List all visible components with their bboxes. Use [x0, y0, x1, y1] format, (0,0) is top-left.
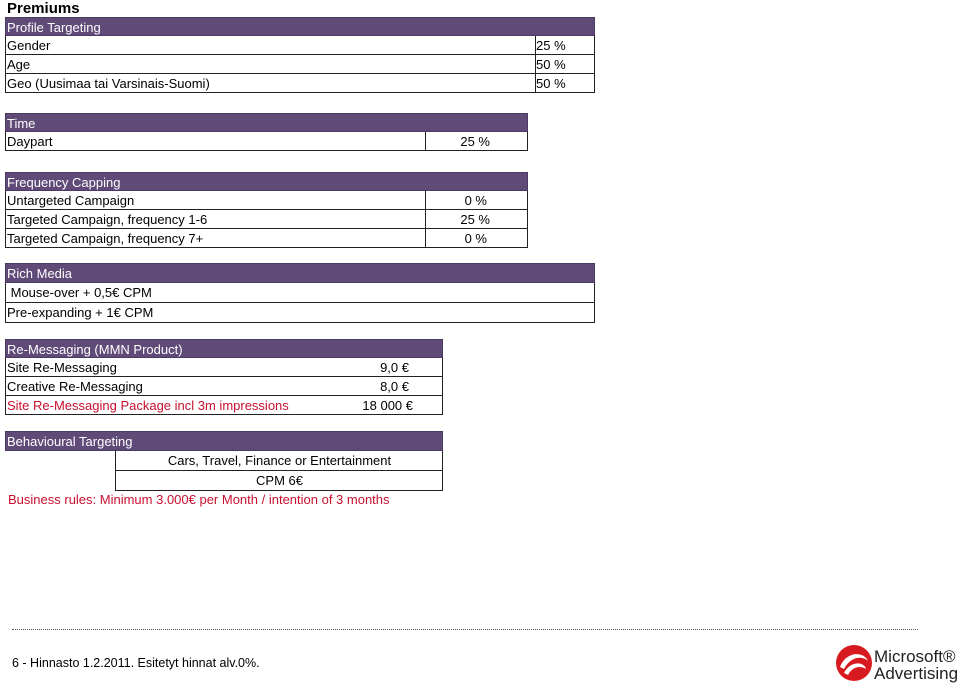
row-value: 8,0 €	[380, 379, 409, 394]
row-value: 9,0 €	[380, 360, 409, 375]
row-value: 18 000 €	[362, 398, 413, 413]
table-row: CPM 6€	[115, 471, 443, 491]
row-label: Creative Re-Messaging	[7, 379, 143, 394]
table-row: Site Re-Messaging Package incl 3m impres…	[5, 396, 443, 415]
row-label: Cars, Travel, Finance or Entertainment	[167, 453, 392, 468]
table-row: Daypart 25 %	[5, 132, 528, 151]
time-header: Time	[5, 113, 528, 132]
table-row: Untargeted Campaign 0 %	[5, 191, 528, 210]
rich-media-table: Rich Media Mouse-over + 0,5€ CPM Pre-exp…	[5, 263, 595, 323]
rich-media-header: Rich Media	[5, 263, 595, 283]
row-value: 50 %	[535, 74, 594, 92]
profile-targeting-table: Profile Targeting Gender 25 % Age 50 % G…	[5, 17, 595, 93]
row-label: Daypart	[7, 134, 53, 149]
microsoft-advertising-swirl-icon	[836, 645, 872, 681]
logo-line-1: Microsoft®	[874, 647, 956, 666]
row-value: 50 %	[535, 55, 594, 73]
row-label: Mouse-over + 0,5€ CPM	[7, 285, 152, 300]
table-row: Cars, Travel, Finance or Entertainment	[115, 451, 443, 471]
row-label: Age	[7, 57, 31, 72]
frequency-capping-table: Frequency Capping Untargeted Campaign 0 …	[5, 172, 528, 248]
table-row: Site Re-Messaging 9,0 €	[5, 358, 443, 377]
table-row: Age 50 %	[5, 55, 595, 74]
row-value: 25 %	[535, 36, 594, 54]
table-row: Gender 25 %	[5, 36, 595, 55]
footer-text: 6 - Hinnasto 1.2.2011. Esitetyt hinnat a…	[12, 656, 260, 670]
footer-divider	[12, 629, 918, 630]
row-value: 25 %	[425, 210, 527, 228]
table-row: Mouse-over + 0,5€ CPM	[5, 283, 595, 303]
row-label: Site Re-Messaging	[7, 360, 117, 375]
row-label: Targeted Campaign, frequency 1-6	[7, 212, 208, 227]
profile-targeting-header: Profile Targeting	[5, 17, 595, 36]
logo-line-2: Advertising	[874, 664, 959, 683]
row-label: Pre-expanding + 1€ CPM	[7, 305, 154, 320]
row-label: Site Re-Messaging Package incl 3m impres…	[7, 398, 289, 413]
business-rules-note: Business rules: Minimum 3.000€ per Month…	[8, 492, 390, 507]
row-label: Targeted Campaign, frequency 7+	[7, 231, 204, 246]
table-row: Targeted Campaign, frequency 1-6 25 %	[5, 210, 528, 229]
table-row: Creative Re-Messaging 8,0 €	[5, 377, 443, 396]
frequency-capping-header: Frequency Capping	[5, 172, 528, 191]
remessaging-table: Re-Messaging (MMN Product) Site Re-Messa…	[5, 339, 443, 415]
behavioural-targeting-header: Behavioural Targeting	[5, 431, 443, 451]
row-label: CPM 6€	[256, 473, 303, 488]
table-row: Pre-expanding + 1€ CPM	[5, 303, 595, 323]
table-row: Geo (Uusimaa tai Varsinais-Suomi) 50 %	[5, 74, 595, 93]
remessaging-header: Re-Messaging (MMN Product)	[5, 339, 443, 358]
time-table: Time Daypart 25 %	[5, 113, 528, 151]
row-label: Gender	[7, 38, 51, 53]
microsoft-advertising-logo: Microsoft® Advertising	[834, 643, 958, 683]
table-row: Targeted Campaign, frequency 7+ 0 %	[5, 229, 528, 248]
row-label: Untargeted Campaign	[7, 193, 135, 208]
row-label: Geo (Uusimaa tai Varsinais-Suomi)	[7, 76, 210, 91]
row-value: 25 %	[425, 132, 527, 150]
row-value: 0 %	[425, 229, 527, 247]
row-value: 0 %	[425, 191, 527, 209]
page-title: Premiums	[7, 0, 80, 17]
behavioural-targeting-table: Behavioural Targeting Cars, Travel, Fina…	[5, 431, 443, 491]
